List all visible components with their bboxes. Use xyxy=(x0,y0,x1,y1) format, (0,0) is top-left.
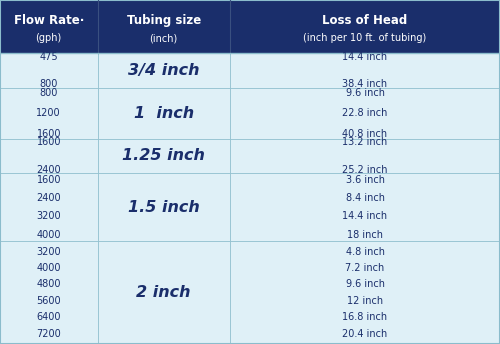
Text: 7.2 inch: 7.2 inch xyxy=(346,263,385,273)
Text: 22.8 inch: 22.8 inch xyxy=(342,108,388,118)
Text: 20.4 inch: 20.4 inch xyxy=(342,329,388,339)
Text: 1200: 1200 xyxy=(36,108,61,118)
Text: 1600: 1600 xyxy=(36,129,61,139)
Text: 4.8 inch: 4.8 inch xyxy=(346,247,385,257)
Bar xyxy=(98,87,230,139)
Text: 1.25 inch: 1.25 inch xyxy=(122,148,205,163)
Text: 4800: 4800 xyxy=(36,279,61,290)
Text: 2400: 2400 xyxy=(36,164,61,175)
Bar xyxy=(0,87,98,139)
Text: 40.8 inch: 40.8 inch xyxy=(342,129,388,139)
Text: 13.2 inch: 13.2 inch xyxy=(342,137,388,147)
Text: 800: 800 xyxy=(40,79,58,89)
Text: 2400: 2400 xyxy=(36,193,61,203)
Bar xyxy=(0,173,98,241)
Bar xyxy=(0,53,98,87)
Text: 800: 800 xyxy=(40,88,58,98)
Bar xyxy=(230,173,500,241)
Text: 3/4 inch: 3/4 inch xyxy=(128,63,200,78)
Text: Loss of Head: Loss of Head xyxy=(322,14,408,27)
Text: 14.4 inch: 14.4 inch xyxy=(342,211,388,221)
Text: 4000: 4000 xyxy=(36,263,61,273)
Text: Tubing size: Tubing size xyxy=(126,14,201,27)
Bar xyxy=(0,241,98,344)
Text: (inch): (inch) xyxy=(150,33,178,43)
Bar xyxy=(98,0,230,53)
Text: 9.6 inch: 9.6 inch xyxy=(346,88,385,98)
Text: 4000: 4000 xyxy=(36,229,61,239)
Text: 14.4 inch: 14.4 inch xyxy=(342,52,388,62)
Text: 475: 475 xyxy=(40,52,58,62)
Text: 3.6 inch: 3.6 inch xyxy=(346,175,385,185)
Bar xyxy=(230,241,500,344)
Text: 1600: 1600 xyxy=(36,175,61,185)
Text: 1600: 1600 xyxy=(36,137,61,147)
Bar xyxy=(230,53,500,87)
Text: 3200: 3200 xyxy=(36,247,61,257)
Bar xyxy=(230,0,500,53)
Bar xyxy=(98,139,230,173)
Text: 3200: 3200 xyxy=(36,211,61,221)
Text: 18 inch: 18 inch xyxy=(347,229,383,239)
Text: 16.8 inch: 16.8 inch xyxy=(342,312,388,322)
Text: 7200: 7200 xyxy=(36,329,61,339)
Text: 1  inch: 1 inch xyxy=(134,106,194,121)
Text: 2 inch: 2 inch xyxy=(136,285,191,300)
Text: 25.2 inch: 25.2 inch xyxy=(342,164,388,175)
Bar xyxy=(230,139,500,173)
Bar xyxy=(98,53,230,87)
Text: 38.4 inch: 38.4 inch xyxy=(342,79,388,89)
Text: Flow Rate·: Flow Rate· xyxy=(14,14,84,27)
Text: 6400: 6400 xyxy=(36,312,61,322)
Bar xyxy=(0,139,98,173)
Text: (inch per 10 ft. of tubing): (inch per 10 ft. of tubing) xyxy=(304,33,426,43)
Bar xyxy=(98,173,230,241)
Text: (gph): (gph) xyxy=(36,33,62,43)
Text: 8.4 inch: 8.4 inch xyxy=(346,193,385,203)
Text: 12 inch: 12 inch xyxy=(347,296,383,306)
Bar xyxy=(0,0,98,53)
Bar xyxy=(230,87,500,139)
Text: 5600: 5600 xyxy=(36,296,61,306)
Text: 9.6 inch: 9.6 inch xyxy=(346,279,385,290)
Text: 1.5 inch: 1.5 inch xyxy=(128,200,200,215)
Bar xyxy=(98,241,230,344)
